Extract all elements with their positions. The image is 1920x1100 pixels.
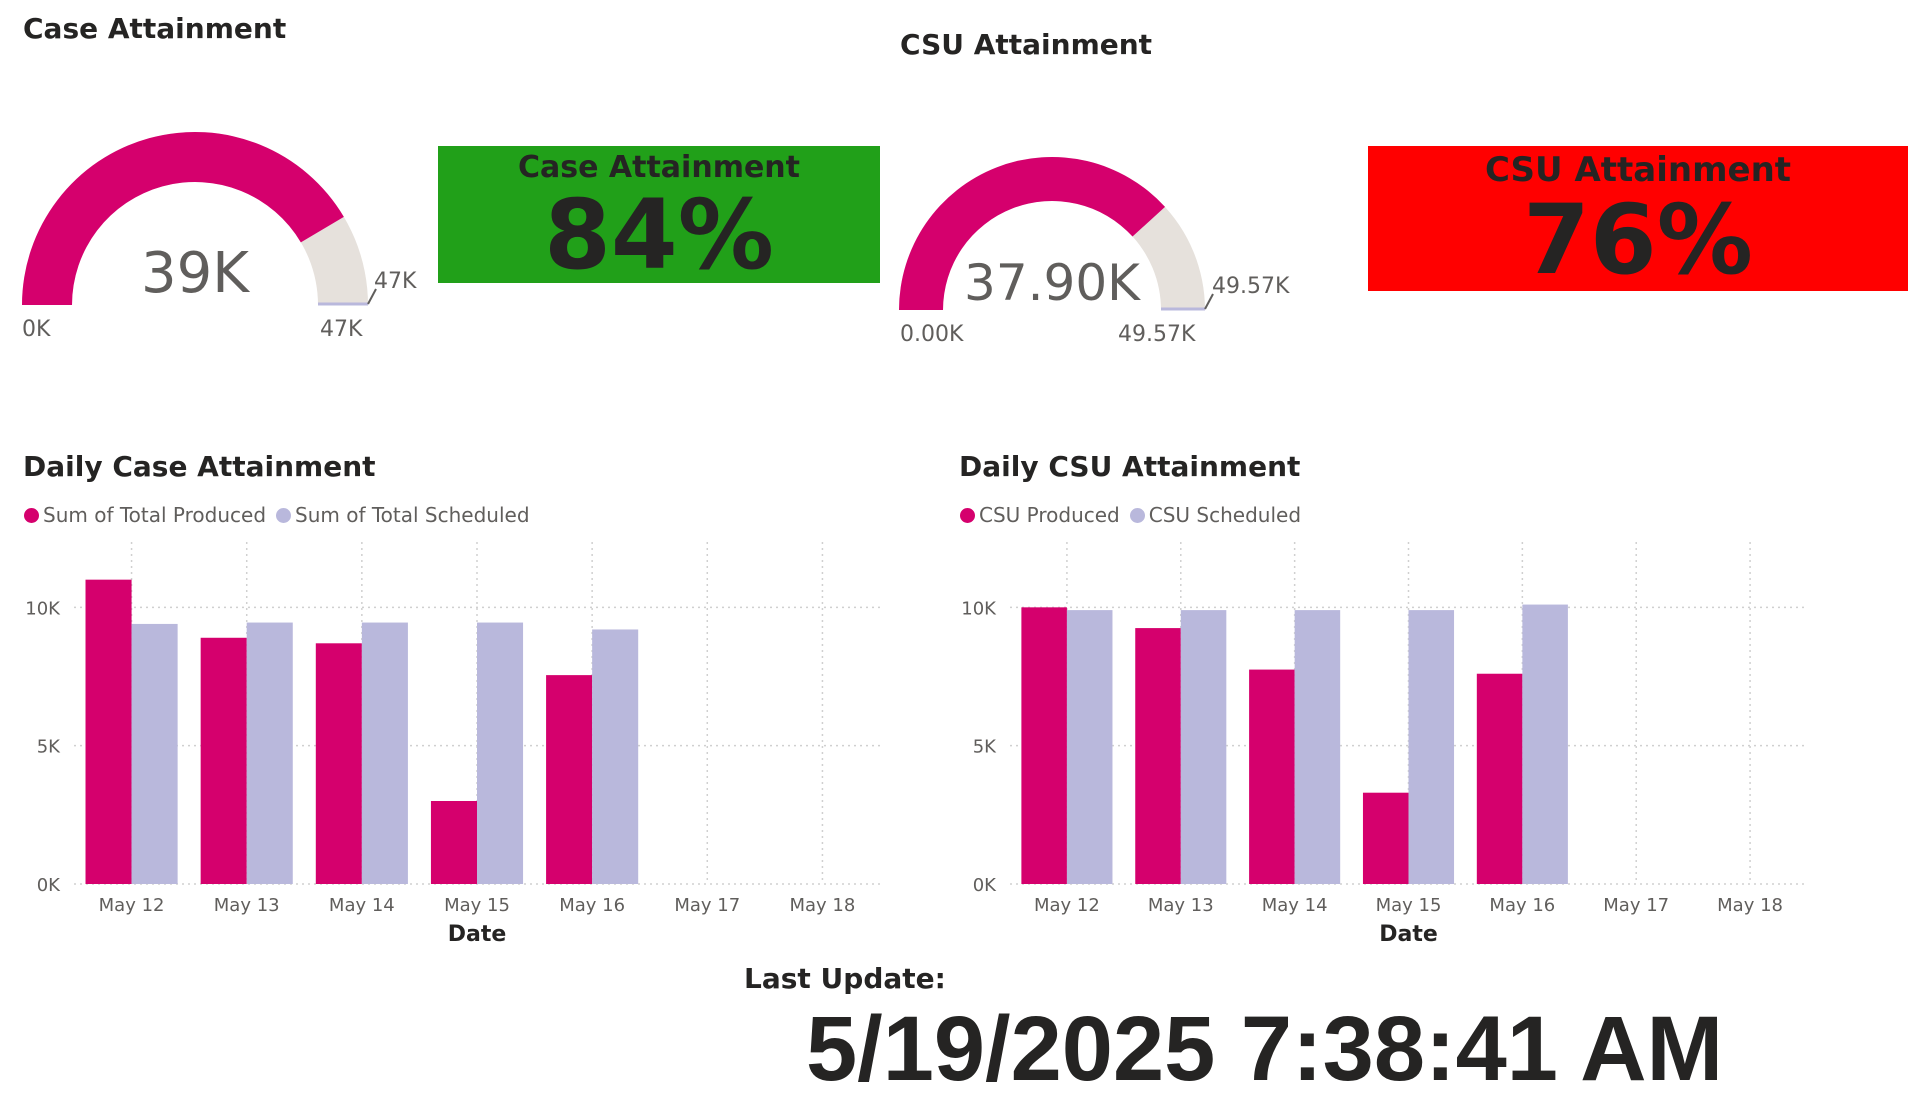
- y-tick-label: 5K: [973, 737, 997, 758]
- x-axis-title: Date: [448, 922, 507, 947]
- bar-scheduled: [1180, 610, 1227, 884]
- legend-dot-produced: [960, 507, 975, 523]
- csu-gauge-value: 37.90K: [964, 254, 1141, 312]
- daily-case-chart-title: Daily Case Attainment: [23, 450, 376, 483]
- case-gauge-track: [22, 132, 368, 305]
- legend-dot-scheduled: [1129, 507, 1145, 523]
- legend-item-case-scheduled[interactable]: Sum of Total Scheduled: [276, 503, 530, 527]
- y-tick-label: 10K: [961, 598, 997, 619]
- bar-produced: [200, 637, 247, 884]
- case-gauge-value: 39K: [141, 241, 250, 306]
- x-tick-label: May 17: [1603, 895, 1669, 916]
- bar-scheduled: [1066, 610, 1113, 884]
- x-tick-label: May 18: [790, 895, 856, 916]
- daily-case-legend: Sum of Total Produced Sum of Total Sched…: [24, 503, 540, 527]
- x-tick-label: May 13: [1148, 895, 1214, 916]
- x-tick-label: May 14: [329, 895, 395, 916]
- bar-produced: [1476, 673, 1523, 884]
- case-gauge-fill: [22, 131, 344, 305]
- csu-attainment-card: CSU Attainment 76%: [1368, 146, 1908, 291]
- csu-card-title: CSU Attainment: [1484, 150, 1792, 190]
- daily-csu-legend: CSU Produced CSU Scheduled: [960, 503, 1311, 527]
- legend-dot-produced: [24, 507, 39, 523]
- last-update-value: 5/19/2025 7:38:41 AM: [806, 998, 1724, 1100]
- case-card-title: Case Attainment: [518, 150, 800, 185]
- bar-produced: [546, 675, 593, 884]
- case-gauge-target-leader: [367, 288, 377, 305]
- bar-produced: [85, 579, 132, 884]
- daily-csu-chart-title: Daily CSU Attainment: [959, 450, 1301, 483]
- csu-gauge-target: 49.57K: [1212, 274, 1290, 299]
- bar-produced: [1135, 628, 1181, 884]
- legend-item-csu-produced[interactable]: CSU Produced: [960, 503, 1120, 527]
- x-axis-title: Date: [1379, 922, 1438, 947]
- bar-produced: [430, 801, 477, 884]
- y-tick-label: 0K: [973, 875, 997, 896]
- case-gauge-max: 47K: [320, 317, 363, 342]
- legend-label: CSU Produced: [979, 503, 1120, 527]
- bar-scheduled: [246, 622, 293, 884]
- x-tick-label: May 14: [1262, 895, 1328, 916]
- bar-scheduled: [477, 622, 524, 884]
- csu-gauge-target-leader: [1204, 293, 1214, 310]
- bar-produced: [1362, 792, 1409, 884]
- csu-attainment-heading: CSU Attainment: [900, 28, 1153, 61]
- x-tick-label: May 13: [214, 895, 280, 916]
- bar-scheduled: [1408, 610, 1455, 884]
- legend-dot-scheduled: [276, 507, 292, 523]
- bar-scheduled: [1522, 604, 1568, 884]
- last-update-label: Last Update:: [744, 962, 946, 995]
- bar-produced: [315, 643, 362, 884]
- y-tick-label: 5K: [37, 737, 61, 758]
- csu-gauge-max: 49.57K: [1118, 322, 1196, 347]
- y-tick-label: 10K: [25, 598, 61, 619]
- csu-gauge-min: 0.00K: [900, 322, 964, 347]
- bar-scheduled: [131, 623, 178, 884]
- x-tick-label: May 16: [1489, 895, 1555, 916]
- x-tick-label: May 18: [1717, 895, 1783, 916]
- case-attainment-heading: Case Attainment: [23, 12, 287, 45]
- legend-item-csu-scheduled[interactable]: CSU Scheduled: [1129, 503, 1302, 527]
- bar-scheduled: [1294, 610, 1341, 884]
- x-tick-label: May 15: [444, 895, 510, 916]
- legend-label: Sum of Total Produced: [43, 503, 267, 527]
- bar-scheduled: [361, 622, 408, 884]
- legend-item-case-produced[interactable]: Sum of Total Produced: [24, 503, 266, 527]
- case-attainment-card: Case Attainment 84%: [438, 146, 880, 283]
- bar-scheduled: [592, 629, 639, 884]
- case-gauge-target: 47K: [374, 269, 417, 294]
- x-tick-label: May 12: [1034, 895, 1100, 916]
- legend-label: Sum of Total Scheduled: [295, 503, 530, 527]
- x-tick-label: May 17: [674, 895, 740, 916]
- bar-produced: [1021, 607, 1067, 884]
- csu-gauge-fill: [899, 156, 1166, 310]
- bar-produced: [1249, 669, 1295, 884]
- legend-label: CSU Scheduled: [1148, 503, 1302, 527]
- x-tick-label: May 16: [559, 895, 625, 916]
- csu-gauge-track: [899, 157, 1205, 310]
- case-gauge-min: 0K: [22, 317, 51, 342]
- y-tick-label: 0K: [37, 875, 61, 896]
- x-tick-label: May 12: [99, 895, 165, 916]
- case-card-value: 84%: [544, 179, 774, 291]
- x-tick-label: May 15: [1376, 895, 1442, 916]
- csu-card-value: 76%: [1523, 184, 1753, 296]
